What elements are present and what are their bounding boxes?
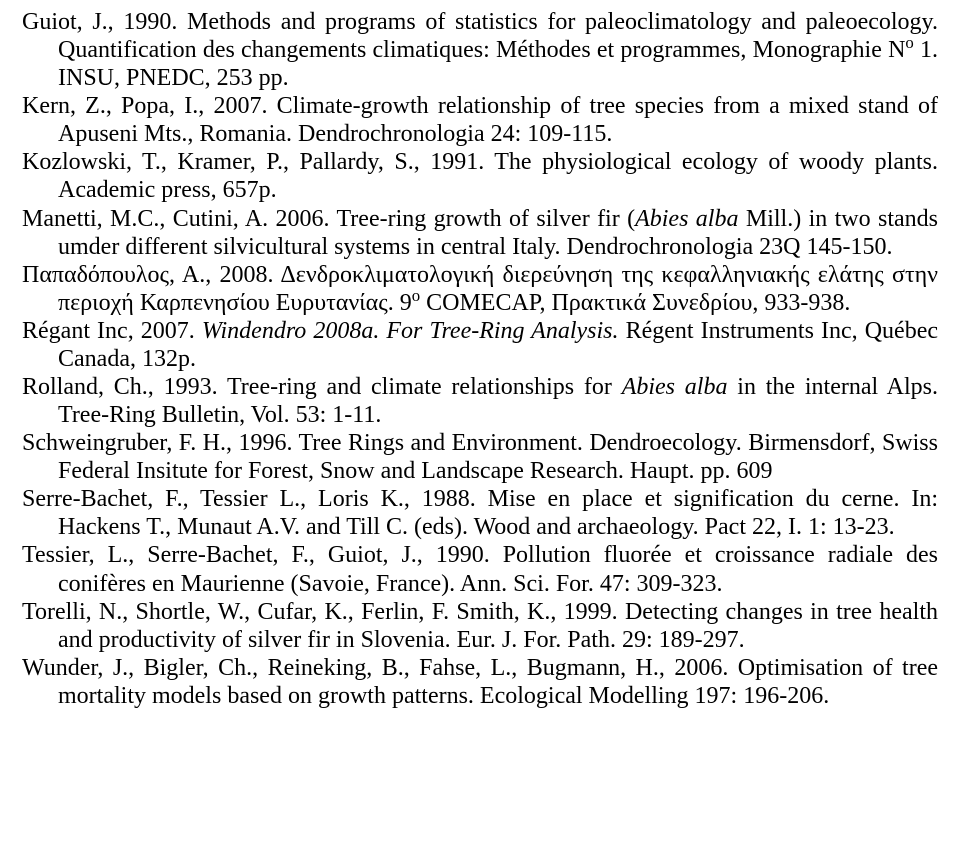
ref-regant-2007: Régant Inc, 2007. Windendro 2008a. For T… bbox=[22, 317, 938, 373]
ref-text: Manetti, M.C., Cutini, A. 2006. Tree-rin… bbox=[22, 206, 635, 232]
ref-text: Guiot, J., 1990. Methods and programs of… bbox=[22, 9, 938, 63]
ref-manetti-2006: Manetti, M.C., Cutini, A. 2006. Tree-rin… bbox=[22, 205, 938, 261]
ref-rolland-1993: Rolland, Ch., 1993. Tree-ring and climat… bbox=[22, 373, 938, 429]
ref-tessier-1990: Tessier, L., Serre-Bachet, F., Guiot, J.… bbox=[22, 541, 938, 597]
ref-serrebachet-1988: Serre-Bachet, F., Tessier L., Loris K., … bbox=[22, 485, 938, 541]
ref-kozlowski-1991: Kozlowski, T., Kramer, P., Pallardy, S.,… bbox=[22, 148, 938, 204]
ref-text: Schweingruber, F. H., 1996. Tree Rings a… bbox=[22, 430, 938, 484]
ref-torelli-1999: Torelli, N., Shortle, W., Cufar, K., Fer… bbox=[22, 598, 938, 654]
ref-guiot-1990: Guiot, J., 1990. Methods and programs of… bbox=[22, 8, 938, 92]
ref-text: Torelli, N., Shortle, W., Cufar, K., Fer… bbox=[22, 599, 938, 653]
ref-italic: Windendro 2008a. For Tree-Ring Analysis. bbox=[202, 318, 619, 344]
ref-italic: Abies alba bbox=[622, 374, 728, 400]
ref-superscript: o bbox=[905, 33, 913, 52]
references-page: Guiot, J., 1990. Methods and programs of… bbox=[0, 0, 960, 853]
ref-papadopoulos-2008: Παπαδόπουλος, Α., 2008. Δενδροκλιματολογ… bbox=[22, 261, 938, 317]
ref-text: COMECAP, Πρακτικά Συνεδρίου, 933-938. bbox=[420, 290, 850, 316]
ref-schweingruber-1996: Schweingruber, F. H., 1996. Tree Rings a… bbox=[22, 429, 938, 485]
ref-text: Wunder, J., Bigler, Ch., Reineking, B., … bbox=[22, 655, 938, 709]
ref-kern-2007: Kern, Z., Popa, I., 2007. Climate-growth… bbox=[22, 92, 938, 148]
ref-text: Serre-Bachet, F., Tessier L., Loris K., … bbox=[22, 486, 938, 540]
ref-italic: Abies alba bbox=[635, 206, 738, 232]
ref-text: Kozlowski, T., Kramer, P., Pallardy, S.,… bbox=[22, 149, 938, 203]
ref-text: Tessier, L., Serre-Bachet, F., Guiot, J.… bbox=[22, 542, 938, 596]
ref-superscript: ο bbox=[412, 286, 420, 305]
ref-text: Régant Inc, 2007. bbox=[22, 318, 202, 344]
ref-text: Kern, Z., Popa, I., 2007. Climate-growth… bbox=[22, 93, 938, 147]
ref-text: Rolland, Ch., 1993. Tree-ring and climat… bbox=[22, 374, 622, 400]
ref-wunder-2006: Wunder, J., Bigler, Ch., Reineking, B., … bbox=[22, 654, 938, 710]
